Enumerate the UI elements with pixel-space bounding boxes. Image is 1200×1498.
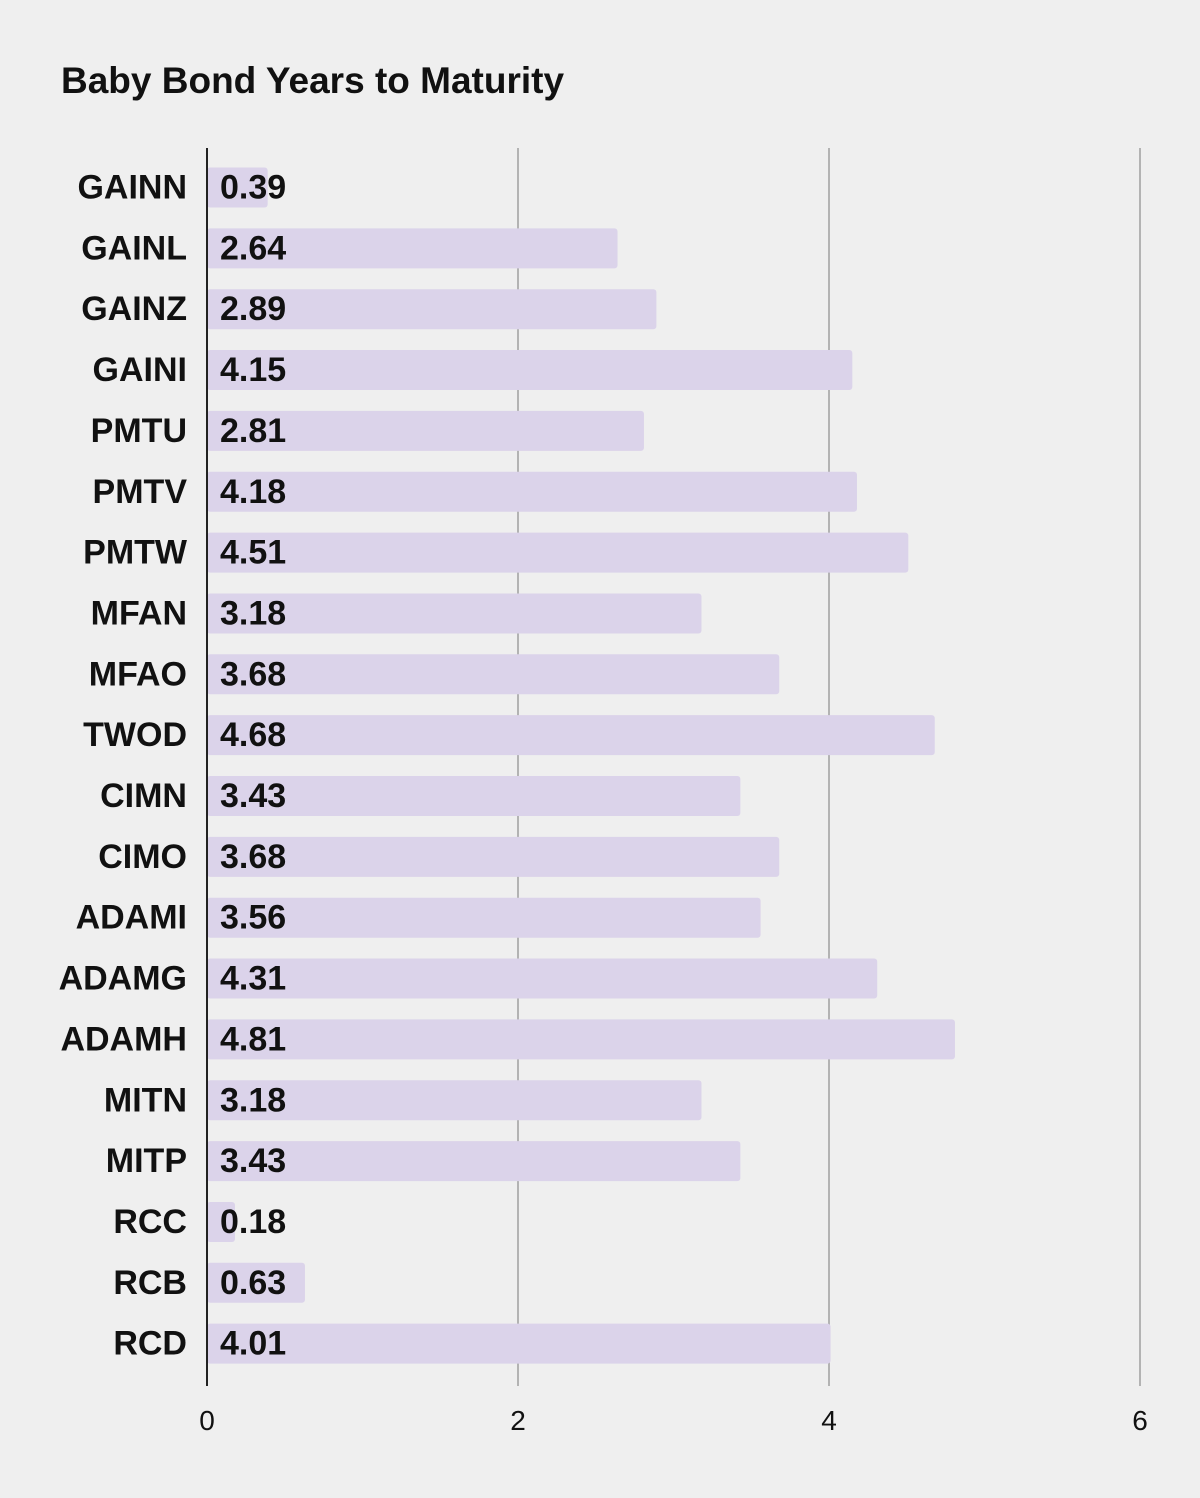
bar-rcd: [207, 1323, 831, 1364]
bar-cimo: [207, 836, 780, 877]
value-label: 4.01: [220, 1325, 286, 1363]
bars: [207, 167, 955, 1364]
value-label: 4.81: [220, 1020, 286, 1058]
value-labels: 0.39 2.64 2.89 4.15 2.81 4.18 4.51 3.18 3.68 4.68…: [220, 169, 286, 1363]
bar-mitp: [207, 1141, 741, 1182]
value-label: 4.18: [220, 473, 286, 511]
value-label: 4.51: [220, 534, 286, 572]
value-label: 4.15: [220, 351, 286, 389]
category-label: GAINZ: [81, 290, 187, 328]
category-label: RCC: [113, 1203, 187, 1241]
category-label: GAINN: [77, 169, 187, 207]
value-label: 4.68: [220, 716, 286, 754]
bar-twod: [207, 715, 935, 756]
value-label: 3.18: [220, 594, 286, 632]
bar-rcb: [207, 1262, 305, 1303]
value-label: 3.56: [220, 899, 286, 937]
category-label: PMTU: [91, 412, 187, 450]
category-label: RCD: [113, 1325, 187, 1363]
category-label: RCB: [113, 1264, 187, 1302]
category-label: TWOD: [83, 716, 187, 754]
chart-title: Baby Bond Years to Maturity: [61, 60, 565, 101]
bar-gaini: [207, 350, 853, 391]
category-label: MFAO: [89, 655, 187, 693]
value-label: 2.64: [220, 229, 286, 267]
category-label: CIMN: [100, 777, 187, 815]
bar-cimn: [207, 776, 741, 816]
bar-mitn: [207, 1080, 702, 1121]
gridlines: [517, 148, 1141, 1386]
category-label: GAINL: [81, 229, 187, 267]
category-label: ADAMG: [59, 960, 187, 998]
category-label: MITP: [106, 1142, 187, 1180]
category-label: ADAMI: [76, 899, 187, 937]
x-tick-label: 0: [199, 1405, 215, 1436]
category-label: GAINI: [93, 351, 187, 389]
bar-gainn: [207, 167, 268, 208]
category-label: MITN: [104, 1081, 187, 1119]
value-label: 3.43: [220, 1142, 286, 1180]
bar-rcc: [207, 1201, 235, 1242]
value-label: 3.18: [220, 1081, 286, 1119]
value-label: 0.39: [220, 169, 286, 207]
category-label: PMTW: [83, 534, 188, 572]
category-label: ADAMH: [60, 1020, 187, 1058]
x-tick-labels: 0 2 4 6: [199, 1405, 1148, 1436]
value-label: 2.81: [220, 412, 286, 450]
x-tick-label: 6: [1132, 1405, 1148, 1436]
bar-gainz: [207, 289, 657, 330]
bar-adamg: [207, 958, 878, 999]
category-label: PMTV: [93, 473, 188, 511]
value-label: 3.43: [220, 777, 286, 815]
bar-mfan: [207, 593, 702, 634]
bar-pmtu: [207, 410, 644, 451]
category-label: CIMO: [98, 838, 187, 876]
value-label: 4.31: [220, 960, 286, 998]
bar-gainl: [207, 228, 618, 269]
value-label: 3.68: [220, 838, 286, 876]
value-label: 0.18: [220, 1203, 286, 1241]
bar-mfao: [207, 654, 780, 695]
category-label: MFAN: [91, 594, 187, 632]
bar-pmtw: [207, 532, 909, 573]
bar-adamh: [207, 1019, 955, 1060]
bar-pmtv: [207, 471, 857, 512]
value-label: 3.68: [220, 655, 286, 693]
value-label: 0.63: [220, 1264, 286, 1302]
value-label: 2.89: [220, 290, 286, 328]
category-labels: GAINN GAINL GAINZ GAINI PMTU PMTV PMTW MFAN MFAO…: [59, 169, 188, 1363]
x-tick-label: 4: [821, 1405, 837, 1436]
bar-adami: [207, 897, 761, 938]
x-tick-label: 2: [510, 1405, 526, 1436]
